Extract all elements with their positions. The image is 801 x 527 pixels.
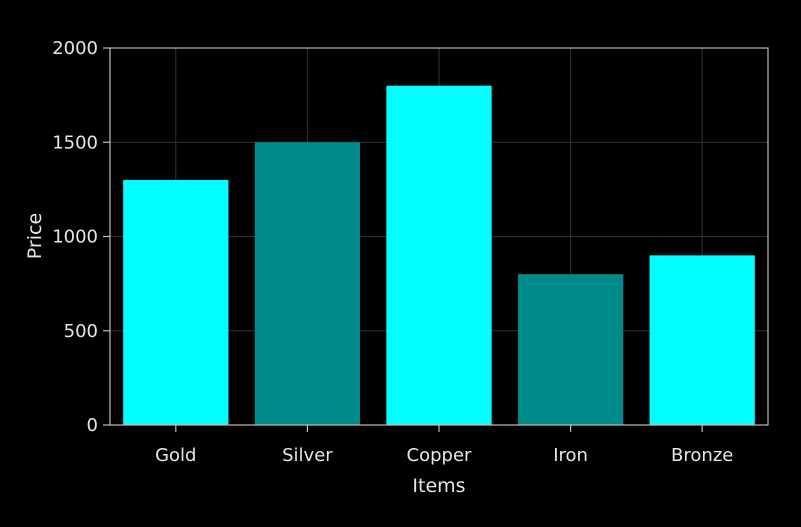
bar-iron: [517, 274, 624, 425]
y-tick-label: 500: [64, 321, 98, 342]
x-tick-label-silver: Silver: [282, 445, 333, 466]
bar-copper: [386, 85, 492, 425]
y-tick-labels: 0 500 1000 1500 2000: [52, 38, 110, 436]
y-tick-label: 1500: [52, 132, 98, 153]
x-tick-label-bronze: Bronze: [671, 445, 733, 466]
x-tick-label-iron: Iron: [553, 445, 588, 466]
x-tick-labels: Gold Silver Copper Iron Bronze: [155, 425, 733, 466]
bars: [123, 85, 755, 425]
x-tick-label-copper: Copper: [407, 445, 473, 466]
bar-silver: [254, 142, 361, 425]
bar-bronze: [649, 255, 755, 425]
x-tick-label-gold: Gold: [155, 445, 196, 466]
y-axis-label: Price: [24, 213, 46, 259]
y-tick-label: 2000: [52, 38, 98, 59]
x-axis-label: Items: [412, 475, 465, 497]
bar-gold: [123, 179, 229, 425]
y-tick-label: 0: [87, 415, 98, 436]
y-tick-label: 1000: [52, 227, 98, 248]
